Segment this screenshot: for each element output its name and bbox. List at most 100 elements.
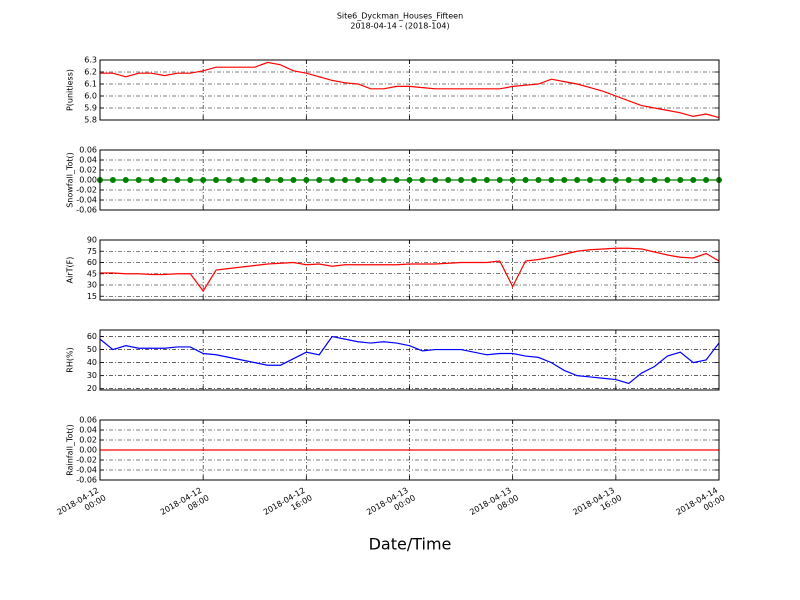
data-point <box>277 177 284 183</box>
data-point <box>432 177 439 183</box>
y-tick-label: 0.02 <box>79 436 97 445</box>
x-tick-group: 2018-04-12 16:00 <box>262 484 314 525</box>
x-tick-label: 2018-04-12 16:00 <box>262 484 314 525</box>
plot-frame <box>99 239 720 301</box>
y-tick-label: 15 <box>87 292 97 301</box>
data-point <box>161 177 168 183</box>
y-tick-label: -0.06 <box>76 476 97 485</box>
x-tick-label: 2018-04-13 08:00 <box>468 484 520 525</box>
y-tick-label: 5.8 <box>84 116 97 125</box>
y-tick-label: 30 <box>87 281 97 290</box>
y-tick-label: 30 <box>87 371 97 380</box>
y-tick-label: 40 <box>87 358 97 367</box>
x-tick-group: 2018-04-13 08:00 <box>468 484 520 525</box>
data-point <box>148 177 155 183</box>
y-axis-label: P(unitless) <box>66 69 75 111</box>
data-point <box>251 177 258 183</box>
data-point <box>509 177 516 183</box>
y-tick-label: 6.1 <box>84 80 97 89</box>
plot-frame <box>99 419 720 481</box>
data-line <box>99 335 720 385</box>
data-point <box>483 177 490 183</box>
data-point <box>342 177 349 183</box>
y-axis-label: Rainfall_Tot() <box>66 424 75 476</box>
data-point <box>625 177 632 183</box>
data-point <box>290 177 297 183</box>
x-tick-group: 2018-04-13 00:00 <box>365 484 417 525</box>
plot-frame <box>99 149 720 211</box>
y-tick-label: 0.00 <box>79 176 97 185</box>
y-tick-label: -0.02 <box>76 456 97 465</box>
data-point <box>225 177 232 183</box>
data-point <box>135 177 142 183</box>
x-tick-label: 2018-04-13 00:00 <box>365 484 417 525</box>
data-point <box>561 177 568 183</box>
chart-subtitle: 2018-04-14 - (2018-104) <box>350 22 449 31</box>
y-tick-label: 6.2 <box>84 68 97 77</box>
data-point <box>664 177 671 183</box>
y-tick-label: 5.9 <box>84 104 97 113</box>
data-point <box>548 177 555 183</box>
data-point <box>599 177 606 183</box>
y-tick-label: -0.06 <box>76 206 97 215</box>
chart-title: Site6_Dyckman_Houses_Fifteen <box>337 12 463 21</box>
x-tick-group: 2018-04-14 00:00 <box>674 484 726 525</box>
y-tick-label: 60 <box>87 258 97 267</box>
y-tick-label: -0.04 <box>76 466 97 475</box>
x-tick-label: 2018-04-13 16:00 <box>571 484 623 525</box>
x-tick-group: 2018-04-12 08:00 <box>158 484 210 525</box>
data-point <box>316 177 323 183</box>
data-point <box>677 177 684 183</box>
x-tick-group: 2018-04-13 16:00 <box>571 484 623 525</box>
y-tick-label: 0.00 <box>79 446 97 455</box>
data-point <box>213 177 220 183</box>
data-point <box>638 177 645 183</box>
data-point <box>574 177 581 183</box>
data-point <box>458 177 465 183</box>
plot-frame <box>99 59 720 121</box>
y-tick-label: 90 <box>87 236 97 245</box>
data-point <box>587 177 594 183</box>
data-point <box>380 177 387 183</box>
data-point <box>303 177 310 183</box>
data-line <box>100 247 720 293</box>
data-point <box>445 177 452 183</box>
x-tick-label: 2018-04-14 00:00 <box>674 484 726 525</box>
y-axis-label: AirT(F) <box>66 257 75 284</box>
y-tick-label: 20 <box>87 384 97 393</box>
data-point <box>238 177 245 183</box>
plot-frame <box>99 329 720 391</box>
y-axis-label: RH(%) <box>66 347 75 372</box>
data-point <box>200 177 207 183</box>
y-tick-label: -0.04 <box>76 196 97 205</box>
y-tick-label: -0.02 <box>76 186 97 195</box>
y-tick-label: 0.06 <box>79 146 97 155</box>
y-tick-label: 0.06 <box>79 416 97 425</box>
data-point <box>122 177 129 183</box>
x-axis-label: Date/Time <box>369 535 452 554</box>
data-point <box>174 177 181 183</box>
y-tick-label: 45 <box>87 269 97 278</box>
y-axis-label: Snowfall_Tot() <box>66 152 75 208</box>
data-point <box>703 177 710 183</box>
data-point <box>354 177 361 183</box>
data-point <box>419 177 426 183</box>
data-point <box>406 177 413 183</box>
y-tick-label: 75 <box>87 247 97 256</box>
data-point <box>651 177 658 183</box>
data-point <box>329 177 336 183</box>
x-tick-label: 2018-04-12 08:00 <box>158 484 210 525</box>
x-tick-group: 2018-04-12 00:00 <box>55 484 107 516</box>
y-tick-label: 6.0 <box>84 92 97 101</box>
y-tick-label: 6.3 <box>84 56 97 65</box>
y-tick-label: 0.04 <box>79 426 97 435</box>
data-point <box>264 177 271 183</box>
data-point <box>393 177 400 183</box>
data-point <box>367 177 374 183</box>
data-point <box>535 177 542 183</box>
data-point <box>522 177 529 183</box>
y-tick-label: 60 <box>87 332 97 341</box>
data-point <box>690 177 697 183</box>
data-line <box>100 61 720 119</box>
